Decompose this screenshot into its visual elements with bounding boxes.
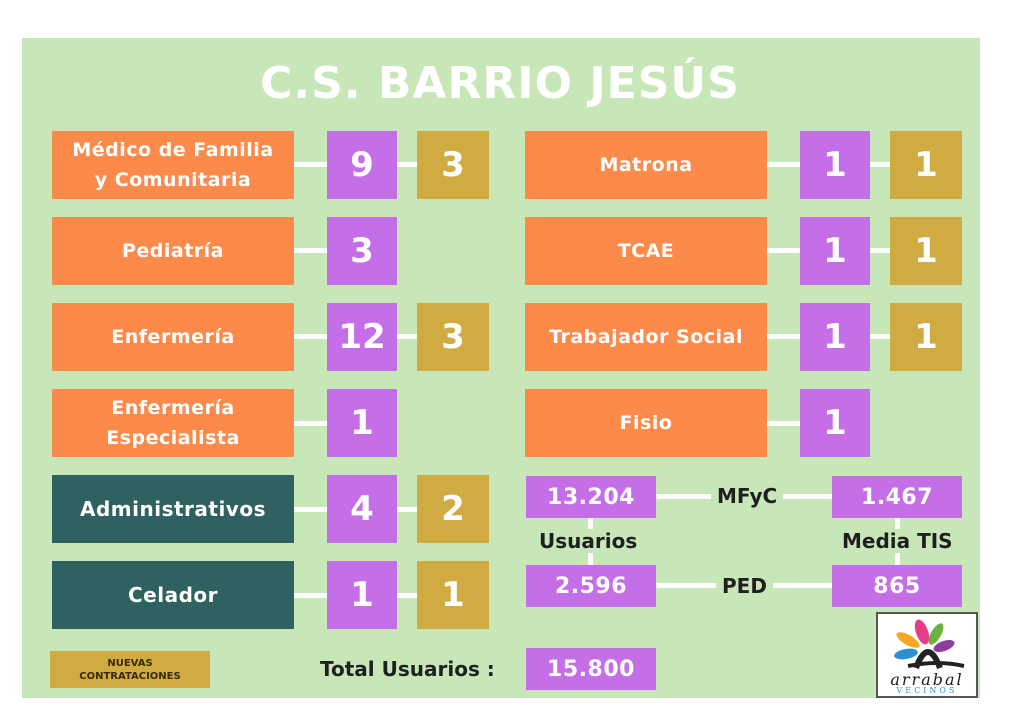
- category-label: Administrativos: [79, 497, 266, 521]
- mfyc-users-box: 13.204: [526, 476, 656, 518]
- flower-icon: [894, 619, 965, 670]
- category-tcae: TCAE: [525, 217, 767, 285]
- category-matrona: Matrona: [525, 131, 767, 199]
- count-box: 1: [327, 561, 397, 629]
- category-fisio: Fisio: [525, 389, 767, 457]
- category-administrativos: Administrativos: [52, 475, 294, 543]
- category-label-line: Enfermería: [111, 397, 235, 419]
- ped-users-box: 2.596: [526, 565, 656, 607]
- ped-tis-box: 865: [832, 565, 962, 607]
- count-box: 1: [800, 303, 870, 371]
- category-celador: Celador: [52, 561, 294, 629]
- category-enfermeria: Enfermería: [52, 303, 294, 371]
- category-label: TCAE: [617, 240, 675, 262]
- category-label: Fisio: [619, 412, 673, 434]
- count-box: 12: [327, 303, 397, 371]
- count-box: 4: [327, 475, 397, 543]
- new-hires-box: 3: [417, 303, 489, 371]
- category-label-line: Especialista: [106, 427, 240, 449]
- count-box: 1: [800, 389, 870, 457]
- category-pediatria: Pediatría: [52, 217, 294, 285]
- connector-line: [290, 248, 330, 253]
- new-hires-box: 1: [890, 303, 962, 371]
- new-hires-box: 1: [417, 561, 489, 629]
- category-label: Celador: [127, 583, 218, 607]
- logo-text: arrabal: [890, 670, 964, 689]
- category-label: Matrona: [599, 154, 693, 176]
- category-medico-familia: Médico de Familia y Comunitaria: [52, 131, 294, 199]
- usuarios-label: Usuarios: [537, 529, 640, 553]
- category-enfermeria-especialista: Enfermería Especialista: [52, 389, 294, 457]
- count-box: 9: [327, 131, 397, 199]
- new-hires-box: 3: [417, 131, 489, 199]
- count-box: 1: [800, 131, 870, 199]
- category-label-line: y Comunitaria: [94, 169, 252, 191]
- mfyc-label: MFyC: [711, 484, 784, 508]
- legend-line: NUEVAS: [107, 657, 153, 669]
- page-title: C.S. BARRIO JESÚS: [260, 58, 740, 109]
- ped-label: PED: [716, 574, 773, 598]
- logo-subtext: VECINOS: [896, 686, 958, 695]
- legend-line: CONTRATACIONES: [79, 670, 181, 682]
- category-trabajador-social: Trabajador Social: [525, 303, 767, 371]
- category-label-line: Médico de Familia: [72, 139, 274, 161]
- total-users-box: 15.800: [526, 648, 656, 690]
- category-label: Trabajador Social: [549, 326, 743, 348]
- new-hires-box: 1: [890, 131, 962, 199]
- media-tis-label: Media TIS: [840, 529, 955, 553]
- count-box: 1: [800, 217, 870, 285]
- connector-line: [290, 421, 330, 426]
- new-hires-box: 2: [417, 475, 489, 543]
- mfyc-tis-box: 1.467: [832, 476, 962, 518]
- new-hires-box: 1: [890, 217, 962, 285]
- category-label: Pediatría: [121, 240, 225, 262]
- category-label: Enfermería: [111, 326, 235, 348]
- count-box: 1: [327, 389, 397, 457]
- legend-new-hires: NUEVAS CONTRATACIONES: [50, 651, 210, 688]
- count-box: 3: [327, 217, 397, 285]
- arrabal-vecinos-logo: arrabal VECINOS: [876, 612, 978, 698]
- connector-line: [765, 421, 805, 426]
- total-users-label: Total Usuarios :: [320, 657, 495, 681]
